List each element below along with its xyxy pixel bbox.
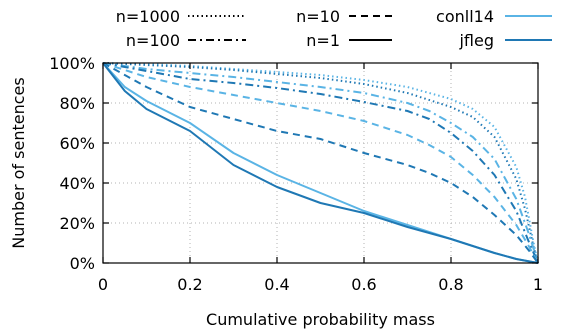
y-tick-label: 20% (59, 214, 95, 233)
legend-label: conll14 (436, 7, 494, 26)
y-tick-label: 40% (59, 174, 95, 193)
series-lines (102, 62, 539, 264)
legend: n=1000 n=10 n=100 n=1 conll14 jfleg (116, 7, 552, 50)
legend-label: n=1000 (116, 7, 180, 26)
grid (103, 63, 538, 263)
legend-label: n=1 (306, 31, 340, 50)
y-axis-label: Number of sentences (9, 77, 28, 248)
legend-label: jfleg (458, 31, 494, 50)
series-line-conll14-n100 (102, 62, 539, 264)
series-line-jfleg-n1 (102, 62, 539, 264)
series-line-jfleg-n1000 (102, 62, 539, 264)
x-axis-label: Cumulative probability mass (206, 310, 435, 329)
x-tick-label: 0.6 (351, 275, 376, 294)
y-tick-label: 80% (59, 94, 95, 113)
legend-label: n=100 (126, 31, 180, 50)
x-tick-label: 0.2 (177, 275, 202, 294)
series-line-jfleg-n10 (102, 62, 539, 264)
x-tick-label: 0 (98, 275, 108, 294)
x-tick-label: 1 (533, 275, 543, 294)
legend-label: n=10 (296, 7, 340, 26)
plot-frame (102, 62, 539, 264)
y-tick-label: 60% (59, 134, 95, 153)
y-tick-label: 0% (70, 254, 95, 273)
series-line-jfleg-n100 (102, 62, 539, 264)
x-tick-label: 0.4 (264, 275, 289, 294)
x-tick-label: 0.8 (438, 275, 463, 294)
y-tick-label: 100% (49, 54, 95, 73)
series-line-conll14-n1000 (102, 62, 539, 264)
axis-ticks: 0 0.2 0.4 0.6 0.8 1 0% 20% 40% 60% 80% 100% (49, 54, 543, 294)
series-line-conll14-n10 (102, 62, 539, 264)
